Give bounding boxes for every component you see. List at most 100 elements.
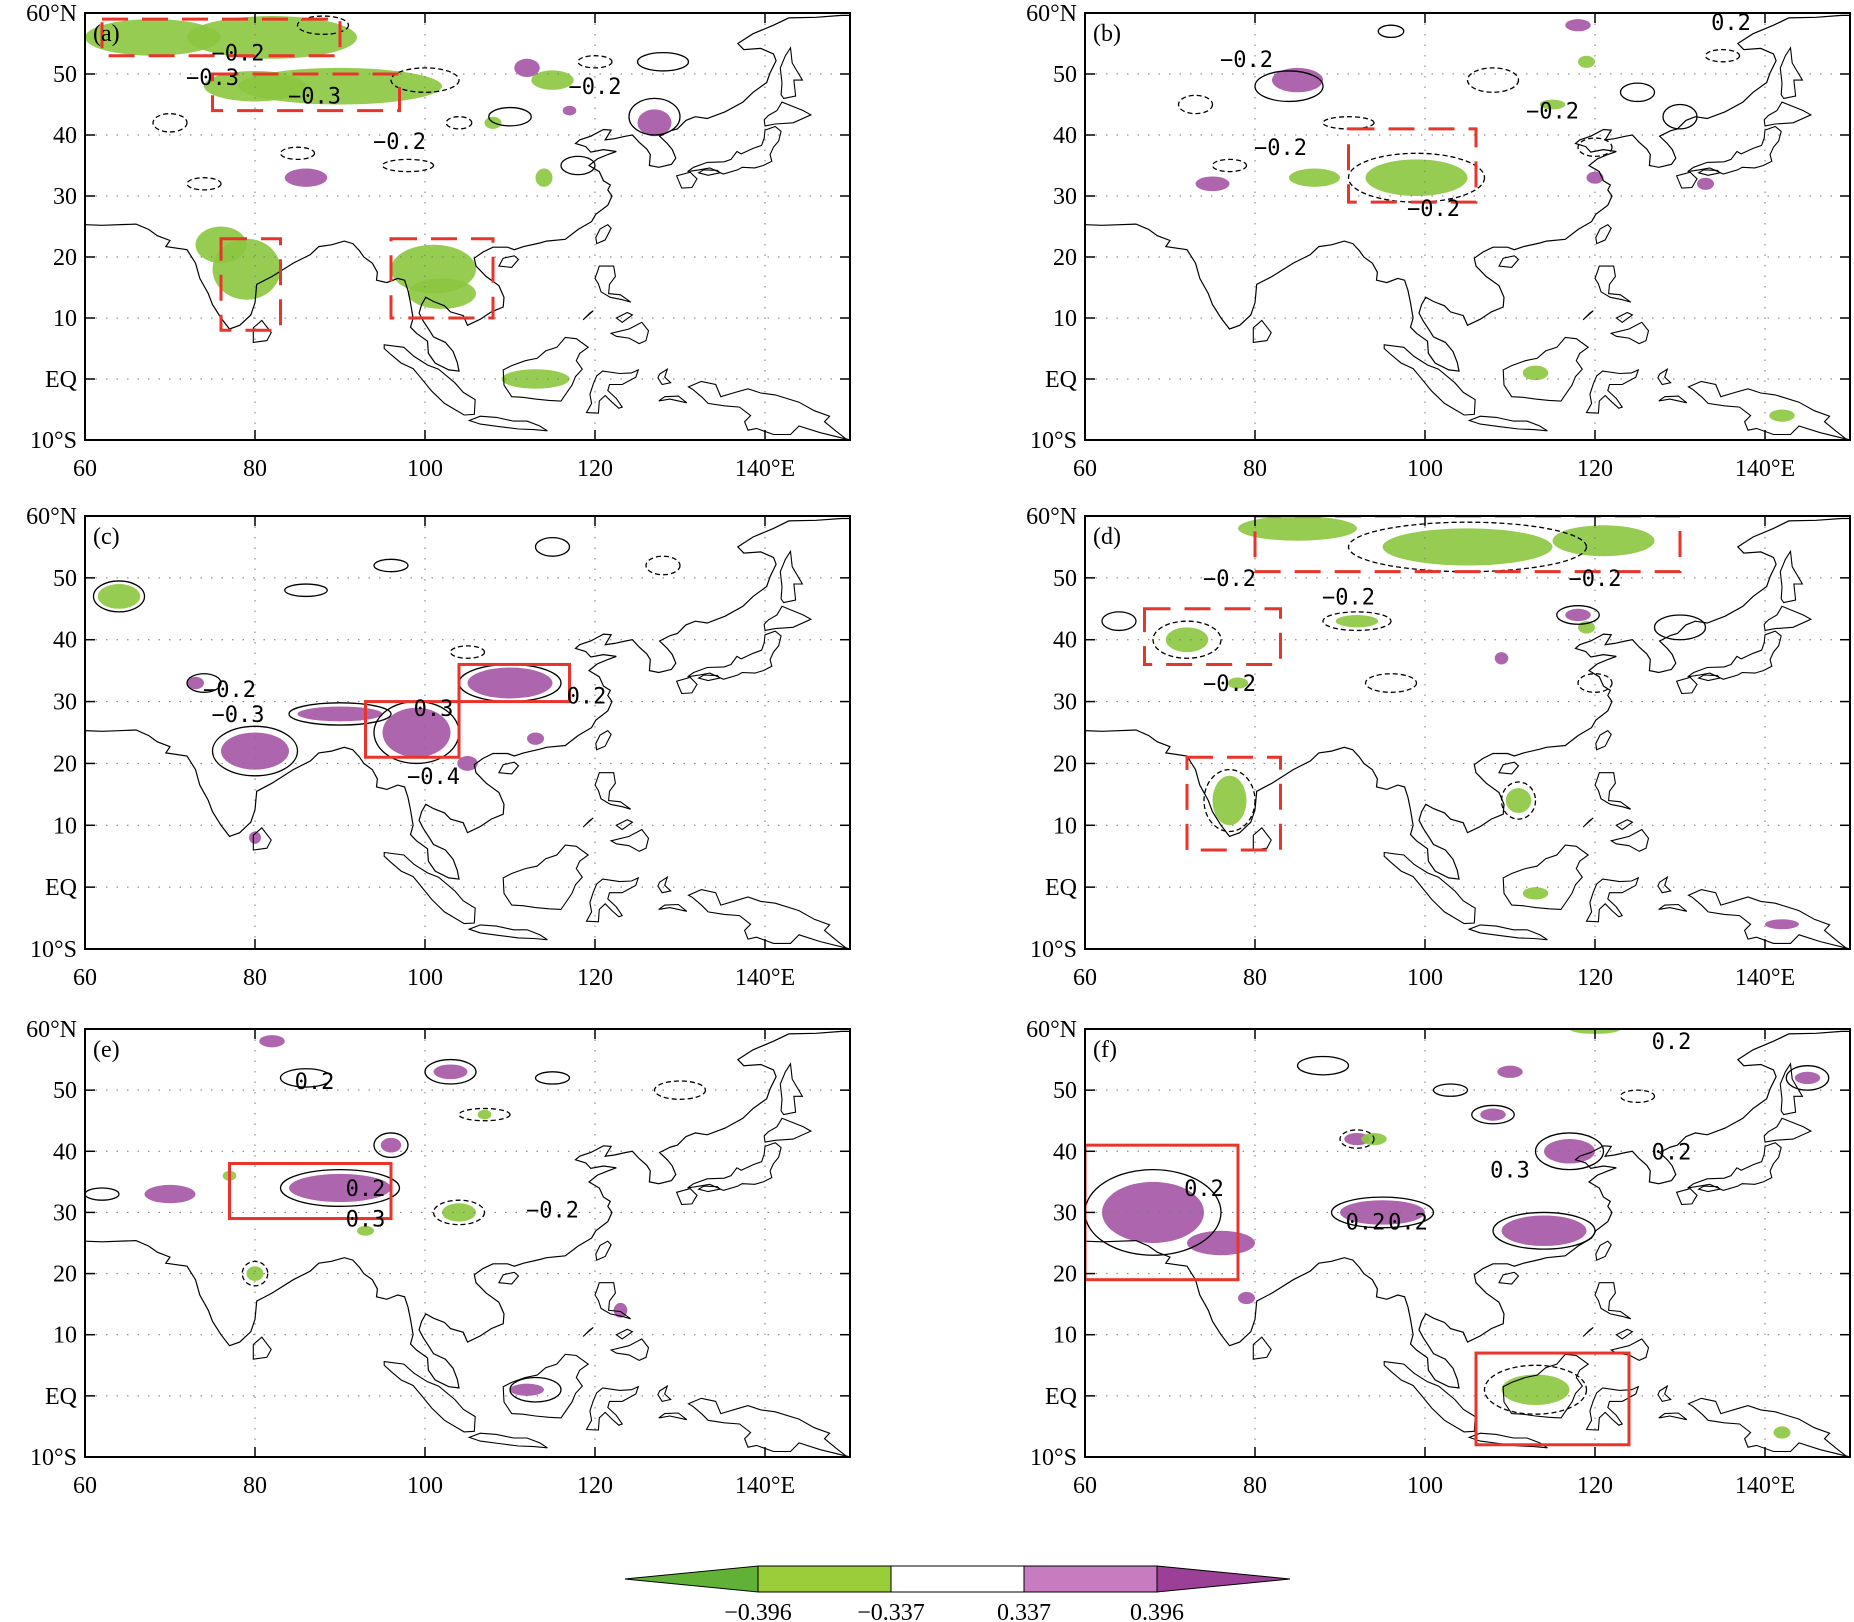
island-outline bbox=[763, 1117, 813, 1143]
island-outline bbox=[585, 876, 640, 923]
contour-labels: −0.2 −0.2 −0.2 −0.2 bbox=[1203, 567, 1621, 697]
contour-label: −0.2 bbox=[203, 678, 256, 703]
coastline bbox=[85, 14, 850, 440]
contour-labels: −0.2−0.3 0.3 −0.4 0.2 bbox=[203, 678, 606, 790]
contour-label: 0.3 bbox=[414, 697, 454, 722]
positive-contour bbox=[1662, 103, 1698, 130]
negative-contour bbox=[241, 1260, 269, 1287]
map-panel-c: −0.2−0.3 0.3 −0.4 0.2 (c) 60 80 100 120 140°E 60°N… bbox=[26, 504, 851, 991]
positive-correlation-area bbox=[433, 1064, 468, 1080]
island-outline bbox=[467, 1432, 548, 1449]
dashed-region-box bbox=[1143, 607, 1282, 666]
island-outline bbox=[1657, 875, 1672, 894]
island-outline bbox=[1609, 321, 1650, 345]
positive-contour bbox=[1556, 605, 1600, 625]
island-outline bbox=[582, 310, 594, 321]
negative-contour bbox=[1152, 620, 1222, 659]
island-outline bbox=[1779, 46, 1804, 100]
y-tick-label: 10°S bbox=[30, 937, 77, 963]
negative-contour bbox=[1322, 116, 1375, 130]
map-panel-d: −0.2 −0.2 −0.2 −0.2 (d) 60 80 100 120 140°E 60°N 50… bbox=[1026, 504, 1851, 991]
grid-lines bbox=[1085, 1029, 1850, 1457]
island-outline bbox=[763, 101, 813, 127]
contour-lines bbox=[1101, 521, 1707, 833]
x-tick-label: 80 bbox=[1243, 456, 1267, 482]
island-outline bbox=[1687, 1397, 1850, 1457]
negative-contour bbox=[1704, 48, 1741, 63]
island-outline bbox=[687, 630, 782, 680]
y-tick-label: 10 bbox=[53, 1323, 77, 1349]
island-outline bbox=[1595, 224, 1612, 245]
solid-region-box bbox=[457, 662, 571, 704]
positive-contour bbox=[284, 583, 328, 598]
island-outline bbox=[502, 336, 590, 402]
y-tick-label: 40 bbox=[53, 1139, 77, 1165]
solid-region-box bbox=[228, 1162, 393, 1221]
positive-contour bbox=[1432, 1083, 1469, 1097]
island-outline bbox=[657, 875, 672, 894]
y-tick-label: 60°N bbox=[26, 1, 77, 27]
dashed-region-box bbox=[211, 72, 401, 113]
positive-correlation-area bbox=[514, 58, 540, 78]
positive-contour bbox=[636, 52, 690, 72]
x-tick-label: 80 bbox=[1243, 965, 1267, 991]
contour-label: −0.3 bbox=[186, 66, 239, 91]
negative-correlation-area bbox=[204, 70, 306, 102]
negative-correlation-area bbox=[1227, 677, 1249, 689]
y-tick-label: 30 bbox=[1053, 690, 1077, 716]
y-tick-label: EQ bbox=[45, 367, 77, 393]
negative-contour bbox=[445, 116, 473, 130]
contour-labels: −0.2 0.2 −0.2 −0.2 −0.2 bbox=[1220, 13, 1751, 222]
dashed-region-box bbox=[219, 237, 282, 332]
positive-correlation-area bbox=[510, 1383, 544, 1396]
contour-label: 0.2 bbox=[1184, 1177, 1224, 1202]
negative-correlation-area bbox=[1365, 159, 1468, 196]
x-tick-label: 140°E bbox=[1735, 1473, 1795, 1499]
positive-correlation-area bbox=[467, 667, 553, 699]
island-outline bbox=[252, 827, 272, 851]
island-outline bbox=[502, 1353, 590, 1419]
colorbar-tick-label: 0.396 bbox=[1130, 1600, 1184, 1622]
positive-correlation-area bbox=[1586, 171, 1604, 184]
contour-label: −0.4 bbox=[407, 765, 460, 790]
y-tick-label: 50 bbox=[1053, 1078, 1077, 1104]
map-panel-b: −0.2 0.2 −0.2 −0.2 −0.2 (b) 60 80 100 120 140°E 60°… bbox=[1026, 1, 1851, 482]
positive-contour bbox=[92, 580, 146, 613]
positive-contour bbox=[560, 155, 596, 176]
x-tick-label: 60 bbox=[73, 456, 97, 482]
negative-contour bbox=[1347, 521, 1588, 573]
positive-contour bbox=[534, 1071, 571, 1085]
panel-frame bbox=[1084, 12, 1851, 441]
positive-contour bbox=[1619, 82, 1656, 103]
island-outline bbox=[1582, 310, 1594, 321]
y-tick-label: 30 bbox=[53, 690, 77, 716]
island-outline bbox=[1252, 827, 1272, 851]
negative-correlation-area bbox=[1382, 528, 1553, 566]
positive-contour bbox=[1653, 614, 1707, 641]
positive-correlation-area bbox=[1187, 1230, 1255, 1256]
positive-contour bbox=[373, 1132, 409, 1159]
grid-lines bbox=[1085, 13, 1850, 440]
y-tick-label: 40 bbox=[53, 628, 77, 654]
island-outline bbox=[467, 924, 548, 941]
panel-label: (b) bbox=[1093, 21, 1121, 47]
grid-lines bbox=[85, 516, 850, 949]
negative-contour bbox=[458, 1107, 511, 1122]
island-outline bbox=[1615, 1328, 1634, 1340]
positive-contour bbox=[279, 1068, 333, 1088]
negative-contour bbox=[1364, 673, 1418, 693]
positive-contour bbox=[211, 725, 299, 777]
negative-contour bbox=[577, 55, 613, 69]
y-tick-label: 50 bbox=[53, 62, 77, 88]
contour-label: −0.3 bbox=[288, 84, 341, 109]
positive-correlation-area bbox=[1565, 608, 1591, 622]
colorbar-segment bbox=[757, 1565, 892, 1593]
island-outline bbox=[1502, 336, 1590, 402]
negative-correlation-area bbox=[187, 16, 357, 59]
y-tick-label: 10 bbox=[1053, 813, 1077, 839]
panel-label: (e) bbox=[93, 1037, 120, 1063]
positive-contour bbox=[488, 106, 532, 127]
negative-contour bbox=[1203, 768, 1256, 833]
dashed-region-box bbox=[1347, 127, 1478, 204]
island-outline bbox=[1687, 125, 1782, 175]
